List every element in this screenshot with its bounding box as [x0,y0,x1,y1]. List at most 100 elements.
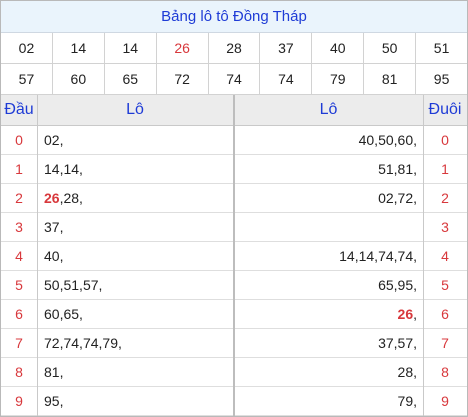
lo-number: 79 [397,393,414,409]
lo-number: 57 [82,277,99,293]
duoi-cell: 3 [441,219,449,235]
lo-right-cell: 26, [237,300,417,328]
lo-number: 65 [63,306,80,322]
separator: , [393,161,398,177]
separator: , [59,306,64,322]
duoi-cell: 7 [441,335,449,351]
lo-number: 14 [358,248,375,264]
number-cell: 72 [157,64,209,94]
lo-number: 57 [397,335,414,351]
lo-left-cell: 26, 28, [44,184,230,212]
separator: , [59,335,64,351]
separator: , [413,277,417,293]
header-duoi: Đuôi [428,101,462,118]
lo-number: 28 [63,190,80,206]
dau-cell: 9 [15,393,23,409]
lo-number: 95 [397,277,414,293]
number-cell: 37 [260,33,313,63]
separator: , [354,248,359,264]
separator: , [413,364,417,380]
dau-cell: 6 [15,306,23,322]
table-row: 1 14, 14, 51, 81, 1 [1,155,467,184]
lo-number: 74 [63,335,80,351]
separator: , [59,161,64,177]
lo-number: 79 [102,335,118,351]
number-cell: 74 [209,64,261,94]
numbers-row-1: 02 14 14 26 28 37 40 50 51 [1,33,467,64]
lo-number: 40 [358,132,375,148]
separator: , [79,277,83,293]
separator: , [393,190,398,206]
lo-number: 14 [63,161,80,177]
header-lo-right: Lô [319,101,338,118]
separator: , [59,364,64,380]
lo-right-cell: 37, 57, [237,329,417,357]
lo-left-cell: 60, 65, [44,300,230,328]
duoi-cell: 8 [441,364,449,380]
dau-cell: 4 [15,248,23,264]
separator: , [59,277,64,293]
lo-number: 74 [82,335,99,351]
lo-number: 60 [397,132,414,148]
separator: , [59,219,64,235]
number-cell: 95 [433,71,450,87]
lo-number: 50 [44,277,60,293]
lo-left-cell: 40, [44,242,230,270]
lo-left-cell: 72, 74, 74, 79, [44,329,230,357]
number-cell: 14 [105,33,157,63]
number-cell: 28 [209,33,261,63]
number-cell-highlight: 26 [157,33,209,63]
duoi-cell: 1 [441,161,449,177]
header-dau: Đầu [4,101,34,118]
separator: , [393,132,398,148]
lo-right-cell: 14, 14, 74, 74, [237,242,417,270]
separator: , [413,132,417,148]
lo-number: 51 [63,277,80,293]
numbers-row-2: 57 60 65 72 74 74 79 81 95 [1,64,467,95]
separator: , [59,190,64,206]
duoi-cell: 2 [441,190,449,206]
separator: , [374,132,379,148]
separator: , [59,248,64,264]
column-divider-center [233,95,235,416]
separator: , [374,248,379,264]
dau-cell: 2 [15,190,23,206]
lo-number: 50 [378,132,394,148]
separator: , [393,277,398,293]
number-cell: 50 [364,33,417,63]
dau-cell: 8 [15,364,23,380]
lo-right-cell: 65, 95, [237,271,417,299]
duoi-cell: 6 [441,306,449,322]
lo-number: 02 [378,190,394,206]
lo-number: 26 [44,190,60,206]
separator: , [413,161,417,177]
separator: , [79,161,83,177]
separator: , [393,335,398,351]
lo-number: 37 [378,335,394,351]
separator: , [98,335,103,351]
dau-cell: 7 [15,335,23,351]
lo-left-cell: 50, 51, 57, [44,271,230,299]
dau-cell: 0 [15,132,23,148]
duoi-cell: 0 [441,132,449,148]
number-cell: 74 [260,64,313,94]
column-divider [423,95,424,416]
lo-right-cell: 79, [237,387,417,415]
separator: , [59,393,64,409]
header-lo-left: Lô [126,101,144,118]
number-cell: 57 [1,64,53,94]
lo-number: 72 [397,190,414,206]
duoi-cell: 4 [441,248,449,264]
lo-left-cell: 02, [44,126,230,154]
separator: , [79,335,83,351]
dau-cell: 1 [15,161,23,177]
number-cell: 79 [312,64,365,94]
lo-right-cell: 02, 72, [237,184,417,212]
lo-number: 14 [44,161,60,177]
lo-number: 40 [44,248,60,264]
lo-left-cell: 95, [44,387,230,415]
lo-right-cell: 40, 50, 60, [237,126,417,154]
lo-number: 28 [397,364,414,380]
separator: , [413,248,417,264]
